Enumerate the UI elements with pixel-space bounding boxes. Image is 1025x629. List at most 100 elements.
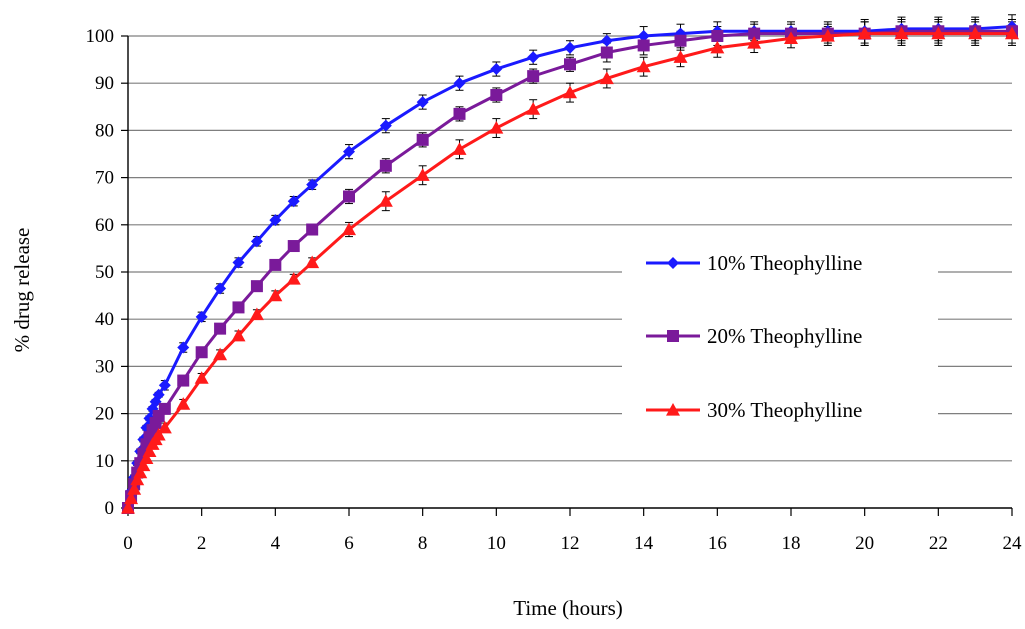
y-tick-label: 60	[95, 215, 114, 236]
series-point	[674, 34, 687, 47]
series-point	[710, 40, 725, 54]
series-point	[158, 402, 171, 415]
series-point	[526, 102, 541, 115]
series-point	[286, 272, 301, 285]
legend-label: 20% Theophylline	[707, 324, 862, 348]
y-tick-label: 100	[86, 26, 115, 47]
series-point	[152, 388, 165, 401]
series-point	[637, 30, 650, 42]
series-point	[563, 85, 577, 99]
series-point	[269, 214, 282, 227]
series-point	[139, 451, 154, 465]
x-tick-label: 20	[855, 533, 874, 554]
series-point	[416, 96, 429, 109]
x-tick-label: 6	[344, 533, 354, 554]
y-tick-label: 10	[95, 451, 114, 472]
series-point	[636, 59, 651, 73]
series-point	[489, 121, 504, 134]
series-point	[176, 397, 191, 410]
series-layer	[121, 20, 1019, 514]
x-tick-label: 12	[561, 533, 580, 554]
series-point	[343, 190, 355, 203]
y-tick-label: 20	[95, 404, 114, 425]
series-point	[232, 256, 245, 269]
series-point	[133, 465, 148, 479]
legend-swatch-marker	[667, 330, 679, 342]
series-point	[195, 346, 208, 359]
series-point	[232, 301, 245, 314]
series-point	[124, 491, 139, 505]
series-point	[157, 420, 172, 434]
series-point	[784, 31, 798, 44]
y-tick-label: 80	[95, 120, 114, 141]
series-point	[564, 41, 576, 54]
series-point	[931, 26, 946, 40]
series-point	[527, 51, 540, 64]
series-point	[490, 89, 503, 101]
series-point	[268, 288, 283, 302]
series-point	[121, 501, 135, 514]
series-point	[600, 34, 613, 47]
series-point	[747, 36, 762, 49]
series-point	[231, 328, 246, 342]
series-point	[250, 235, 263, 248]
series-point	[194, 371, 209, 384]
series-3	[121, 26, 1019, 514]
legend: 10% Theophylline 20% Theophylline 30% Theo…	[622, 232, 938, 440]
series-point	[177, 374, 190, 387]
x-tick-label: 16	[708, 533, 727, 554]
series-point	[306, 223, 319, 236]
series-point	[820, 29, 835, 42]
series-point	[306, 178, 319, 191]
legend-label: 10% Theophylline	[707, 251, 862, 275]
x-tick-label: 8	[418, 533, 428, 554]
series-point	[136, 458, 151, 472]
series-point	[600, 46, 613, 59]
series-point	[177, 341, 190, 354]
series-point	[857, 26, 872, 40]
x-tick-label: 24	[1003, 533, 1023, 554]
y-axis-title: % drug release	[10, 228, 34, 353]
legend-swatch-marker	[667, 257, 679, 269]
x-tick-label: 22	[929, 533, 948, 554]
series-point	[269, 258, 282, 271]
series-point	[151, 427, 166, 441]
series-point	[250, 280, 263, 293]
series-point	[894, 26, 909, 40]
x-axis-title: Time (hours)	[513, 596, 622, 620]
series-point	[127, 482, 142, 495]
series-point	[249, 307, 264, 321]
y-tick-label: 90	[95, 73, 114, 94]
series-point	[342, 222, 356, 236]
y-tick-label: 30	[95, 356, 114, 377]
series-point	[416, 133, 429, 146]
series-point	[673, 50, 688, 63]
series-point	[490, 63, 503, 76]
series-point	[453, 77, 466, 90]
series-point	[564, 58, 576, 71]
y-tick-label: 70	[95, 168, 114, 189]
series-point	[214, 282, 227, 295]
series-point	[305, 255, 320, 269]
legend-label: 30% Theophylline	[707, 398, 862, 422]
series-point	[415, 168, 430, 181]
series-point	[195, 310, 208, 323]
x-tick-label: 10	[487, 533, 506, 554]
x-tick-label: 18	[782, 533, 801, 554]
series-point	[637, 39, 650, 52]
series-point	[130, 472, 145, 486]
y-tick-label: 0	[105, 498, 115, 519]
series-point	[287, 240, 300, 253]
series-point	[453, 107, 466, 120]
legend-swatch-marker	[666, 403, 680, 416]
series-point	[527, 70, 540, 83]
series-point	[214, 322, 227, 335]
series-point	[711, 30, 724, 42]
series-point	[142, 444, 157, 457]
series-point	[599, 71, 614, 85]
y-tick-label: 40	[95, 309, 114, 330]
y-tick-label: 50	[95, 262, 114, 283]
